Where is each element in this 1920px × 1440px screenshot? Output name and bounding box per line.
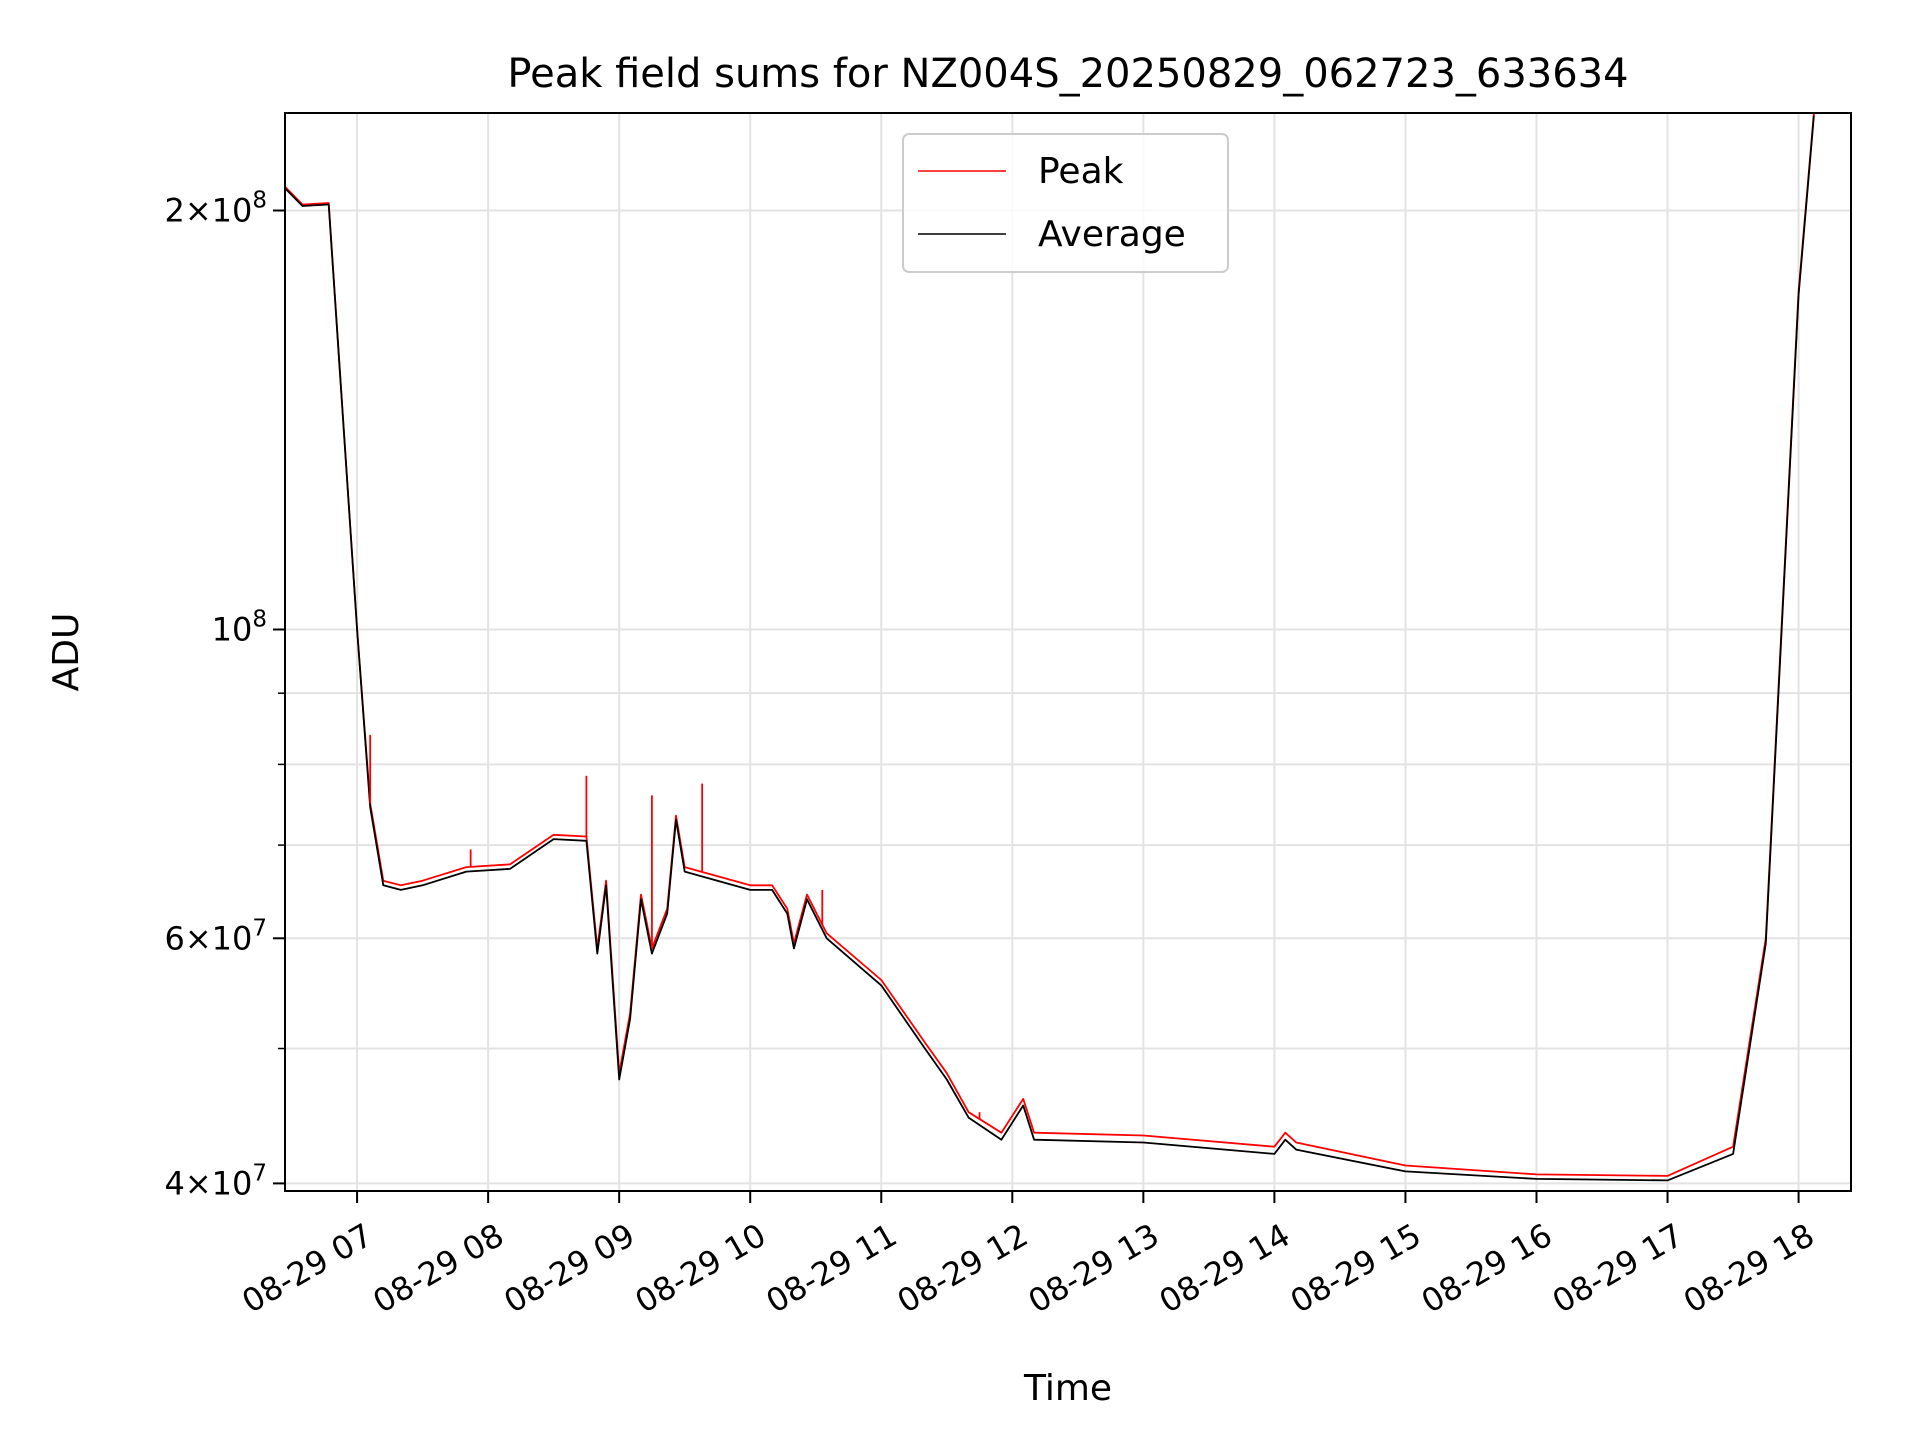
series-line-peak xyxy=(285,113,1815,1177)
chart-title: Peak field sums for NZ004S_20250829_0627… xyxy=(507,51,1628,97)
plot-series xyxy=(285,113,1815,1182)
y-tick-label: 4×107 xyxy=(164,1160,267,1202)
grid xyxy=(285,113,1851,1191)
y-tick-label: 108 xyxy=(212,606,267,648)
series-line-average xyxy=(285,115,1815,1182)
legend-label-average: Average xyxy=(1038,214,1186,255)
legend: Peak Average xyxy=(902,133,1229,273)
y-axis: 4×107 108 6×107 2×108 xyxy=(164,187,285,1202)
y-tick-label: 2×108 xyxy=(164,187,267,229)
y-tick-label: 6×107 xyxy=(164,915,267,957)
legend-box xyxy=(902,133,1229,273)
legend-label-peak: Peak xyxy=(1038,151,1124,192)
y-axis-label: ADU xyxy=(46,613,87,692)
x-axis-label: Time xyxy=(1023,1368,1112,1409)
plot-frame xyxy=(284,112,1852,1192)
